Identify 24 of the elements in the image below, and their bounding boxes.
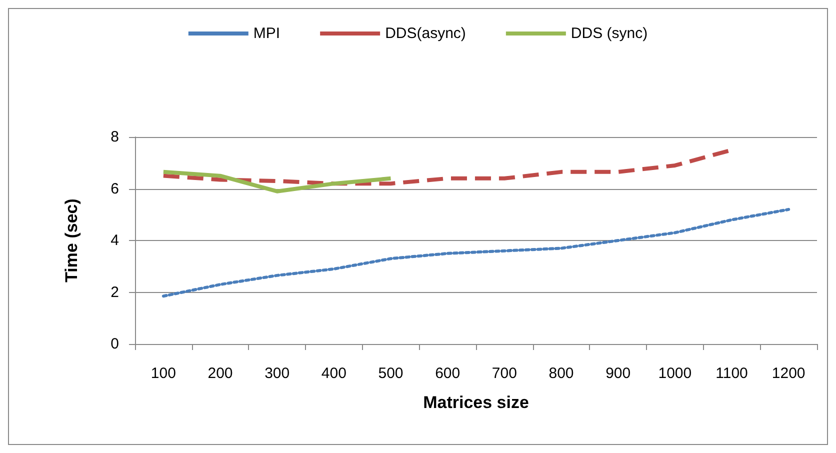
x-tick-label: 500 bbox=[378, 365, 404, 382]
x-tick-label: 300 bbox=[264, 365, 290, 382]
x-tick-label: 1000 bbox=[658, 365, 692, 382]
y-tick-label: 2 bbox=[110, 284, 119, 301]
x-tick-label: 1200 bbox=[772, 365, 806, 382]
x-tick-label: 1100 bbox=[716, 365, 748, 382]
x-tick-label: 800 bbox=[548, 365, 574, 382]
x-tick-label: 700 bbox=[492, 365, 517, 382]
line-series bbox=[161, 170, 393, 194]
x-tick-label: 900 bbox=[606, 365, 631, 382]
legend-label: DDS(async) bbox=[385, 25, 466, 42]
y-tick-label: 4 bbox=[110, 232, 119, 249]
x-tick-label: 100 bbox=[150, 365, 176, 382]
y-tick-label: 0 bbox=[110, 336, 119, 352]
y-tick-label: 6 bbox=[110, 180, 119, 198]
y-tick-label: 8 bbox=[110, 128, 119, 146]
y-axis-title: Time (sec) bbox=[62, 198, 81, 282]
x-tick-label: 400 bbox=[321, 365, 346, 382]
line-series bbox=[162, 208, 790, 298]
x-tick-label: 600 bbox=[435, 365, 460, 382]
legend-label: MPI bbox=[253, 25, 280, 42]
x-axis-title: Matrices size bbox=[423, 393, 529, 412]
x-tick-label: 200 bbox=[208, 365, 233, 382]
legend-label: DDS (sync) bbox=[570, 25, 648, 42]
